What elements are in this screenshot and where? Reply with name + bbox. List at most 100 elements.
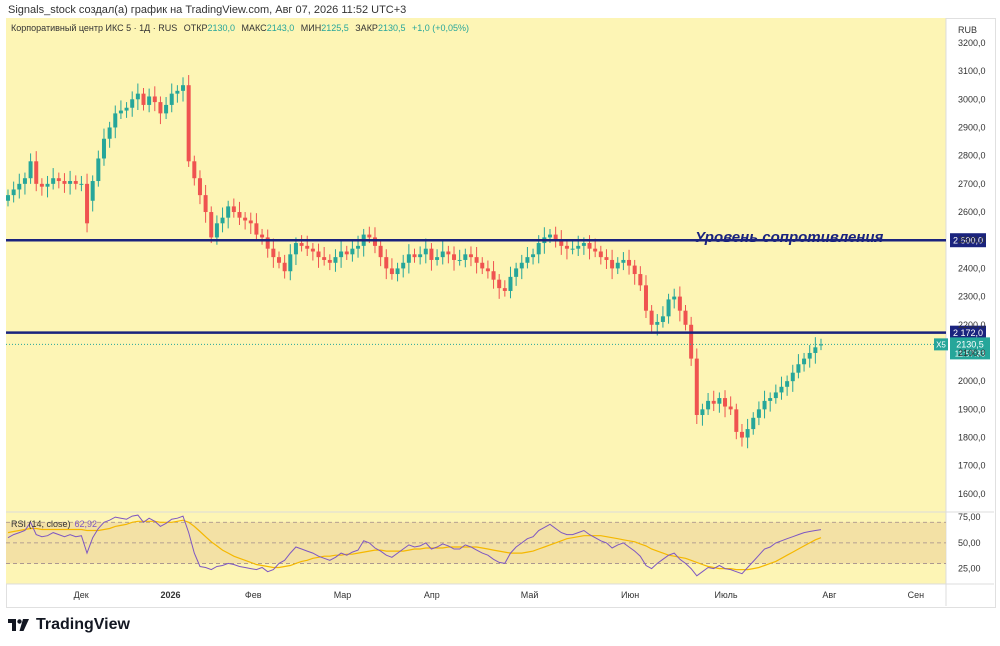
time-tick-label: Фев <box>245 590 262 600</box>
candle-body <box>706 400 711 410</box>
candle-body <box>440 251 445 258</box>
candle-body <box>587 243 592 249</box>
time-tick-label: Июн <box>621 590 639 600</box>
candle-body <box>293 243 298 255</box>
currency-label: RUB <box>958 25 977 35</box>
candle-body <box>615 262 620 269</box>
candle-body <box>423 248 428 255</box>
candle-body <box>316 251 321 258</box>
candle-body <box>333 257 338 263</box>
candle-body <box>389 268 394 275</box>
price-tick-label: 1900,0 <box>958 404 986 414</box>
price-badge-countdown: 11:57:33 <box>955 349 986 358</box>
candle-body <box>231 206 236 213</box>
candle-body <box>39 183 44 187</box>
candle-body <box>604 257 609 260</box>
candle-body <box>446 251 451 255</box>
candle-body <box>141 93 146 105</box>
legend-high-label: МАКС <box>242 23 268 33</box>
candle-body <box>378 245 383 258</box>
candle-body <box>762 400 767 410</box>
price-tick-label: 1700,0 <box>958 461 986 471</box>
candle-body <box>181 85 186 91</box>
candle-body <box>197 178 202 196</box>
candle-body <box>429 248 434 260</box>
price-tick-label: 2700,0 <box>958 179 986 189</box>
rsi-tick-label: 75,00 <box>958 512 981 522</box>
candle-body <box>45 183 50 187</box>
candle-body <box>68 181 73 184</box>
price-badge-value: 2130,5 <box>956 339 984 349</box>
candle-body <box>158 102 163 114</box>
candle-body <box>768 398 773 401</box>
candle-body <box>796 364 801 373</box>
rsi-legend: RSI (14, close) 62,92 <box>11 519 97 529</box>
candle-body <box>73 181 78 184</box>
legend: Корпоративный центр ИКС 5 · 1Д · RUS ОТК… <box>11 23 469 33</box>
time-tick-label: 2026 <box>160 590 180 600</box>
candle-body <box>519 262 524 269</box>
candle-body <box>34 161 39 184</box>
legend-low: 2125,5 <box>321 23 349 33</box>
candle-body <box>339 251 344 258</box>
candle-body <box>310 248 315 252</box>
candle-body <box>418 254 423 258</box>
price-tick-label: 2000,0 <box>958 376 986 386</box>
price-tick-label: 2400,0 <box>958 263 986 273</box>
candle-body <box>22 178 27 184</box>
candle-body <box>666 299 671 317</box>
candle-body <box>406 254 411 263</box>
candle-body <box>28 161 33 179</box>
candle-body <box>621 259 626 263</box>
candle-body <box>700 409 705 415</box>
candle-body <box>401 262 406 269</box>
candle-body <box>90 181 95 201</box>
candle-body <box>305 245 310 249</box>
candle-body <box>610 259 615 269</box>
candle-body <box>627 259 632 266</box>
candle-body <box>164 104 169 114</box>
price-tick-label: 1800,0 <box>958 433 986 443</box>
candle-body <box>107 127 112 139</box>
candle-body <box>672 296 677 300</box>
candle-body <box>288 254 293 272</box>
candle-body <box>11 189 16 196</box>
candle-body <box>660 316 665 322</box>
legend-name: Корпоративный центр ИКС 5 · 1Д · RUS <box>11 23 177 33</box>
candlestick-chart[interactable]: 2 500,02 172,0X5 2130,511:57:33 75,0050,0… <box>6 18 994 606</box>
price-tick-label: 3200,0 <box>958 38 986 48</box>
candle-body <box>468 254 473 258</box>
candle-body <box>209 212 214 238</box>
candle-body <box>463 254 468 260</box>
candle-body <box>6 195 10 201</box>
candle-body <box>514 268 519 277</box>
candle-body <box>536 243 541 255</box>
candle-body <box>655 321 660 325</box>
time-tick-label: Сен <box>908 590 925 600</box>
candle-body <box>113 113 118 128</box>
candle-body <box>581 243 586 246</box>
candle-body <box>124 107 129 111</box>
candle-body <box>751 417 756 430</box>
candle-body <box>214 223 219 238</box>
time-tick-label: Мар <box>334 590 352 600</box>
candle-body <box>802 358 807 365</box>
time-axis: Дек 2026 Фев Мар Апр Май Июн Июль Авг Сен <box>74 590 925 600</box>
candle-body <box>356 245 361 249</box>
rsi-label: RSI (14, close) <box>11 519 71 529</box>
candle-body <box>711 400 716 404</box>
candle-body <box>525 257 530 263</box>
candle-body <box>237 212 242 218</box>
candle-body <box>186 85 191 162</box>
ticker-label: X5 <box>936 340 946 349</box>
time-tick-label: Авг <box>822 590 837 600</box>
candle-body <box>717 398 722 404</box>
candle-body <box>683 310 688 325</box>
level-label: 2 172,0 <box>953 328 983 338</box>
candle-body <box>265 237 270 249</box>
candle-body <box>480 262 485 269</box>
price-tick-label: 2900,0 <box>958 122 986 132</box>
level-badge <box>950 325 986 340</box>
candle-body <box>643 285 648 311</box>
price-tick-label: 2300,0 <box>958 292 986 302</box>
